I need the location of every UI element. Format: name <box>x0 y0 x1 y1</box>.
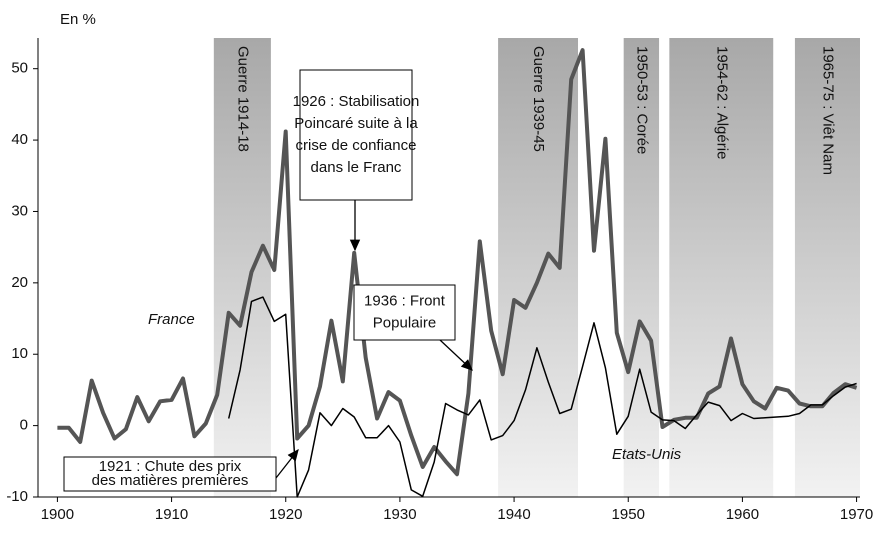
war-label: 1954-62 : Algérie <box>713 46 730 159</box>
annotation-text: des matières premières <box>92 472 249 489</box>
war-band <box>498 38 579 497</box>
y-tick-label: 40 <box>11 131 28 148</box>
annotation-box <box>353 284 456 341</box>
x-tick-label: 1960 <box>726 506 759 523</box>
x-tick-label: 1900 <box>41 506 74 523</box>
x-tick-label: 1910 <box>155 506 188 523</box>
annotation-text: dans le Franc <box>311 159 402 176</box>
y-tick-label: 0 <box>20 417 28 434</box>
series-label: Etats-Unis <box>612 446 682 463</box>
war-band <box>623 38 660 497</box>
x-tick-label: 1940 <box>497 506 530 523</box>
war-label: Guerre 1914-18 <box>234 46 251 152</box>
annotation-text: 1921 : Chute des prix <box>99 458 242 475</box>
y-tick-label: 10 <box>11 345 28 362</box>
y-tick-label: -10 <box>6 488 28 505</box>
annotation-box <box>299 69 413 201</box>
x-tick-label: 1930 <box>383 506 416 523</box>
annotation-text: 1926 : Stabilisation <box>293 93 420 110</box>
annotation-text: crise de confiance <box>296 137 417 154</box>
y-tick-label: 30 <box>11 202 28 219</box>
y-tick-label: 20 <box>11 274 28 291</box>
war-band <box>794 38 860 497</box>
annotation-text: Poincaré suite à la <box>294 115 418 132</box>
war-label: Guerre 1939-45 <box>530 46 547 152</box>
annotation-arrow <box>275 448 299 479</box>
annotation-box <box>63 456 277 492</box>
war-label: 1950-53 : Corée <box>633 46 650 154</box>
war-band <box>213 38 271 497</box>
series-line <box>227 296 857 498</box>
x-tick-label: 1950 <box>612 506 645 523</box>
war-band <box>669 38 774 497</box>
series-line <box>57 48 858 477</box>
x-tick-label: 1970 <box>840 506 873 523</box>
x-tick-label: 1920 <box>269 506 302 523</box>
y-unit-label: En % <box>60 11 96 28</box>
annotation-text: Populaire <box>373 314 436 331</box>
y-tick-label: 50 <box>11 60 28 77</box>
annotation-arrow <box>439 339 473 371</box>
war-label: 1965-75 : Viêt Nam <box>819 46 836 175</box>
series-label: France <box>148 311 195 328</box>
annotation-text: 1936 : Front <box>364 292 446 309</box>
